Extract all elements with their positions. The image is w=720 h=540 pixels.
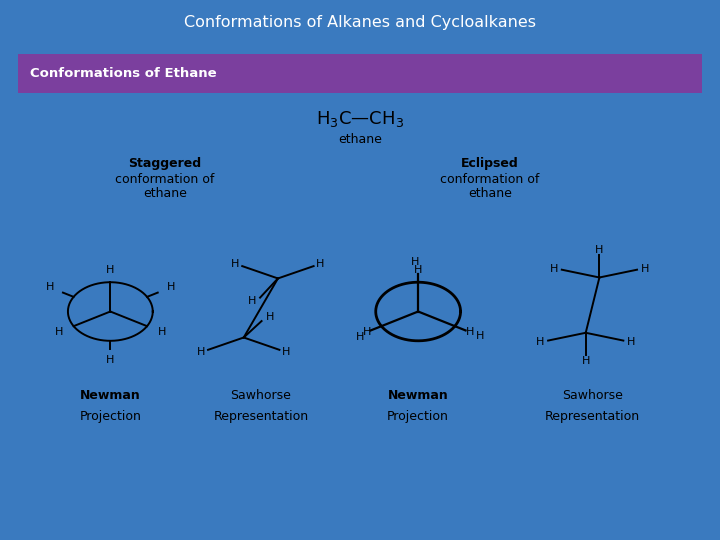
Text: Representation: Representation xyxy=(545,410,640,423)
Text: H: H xyxy=(356,333,364,342)
Text: Representation: Representation xyxy=(213,410,308,423)
Text: Sawhorse: Sawhorse xyxy=(230,389,292,402)
Text: H: H xyxy=(248,296,256,306)
Text: H: H xyxy=(582,355,590,366)
Text: H: H xyxy=(595,245,603,255)
Text: $\mathsf{H_3C}$—$\mathsf{CH_3}$: $\mathsf{H_3C}$—$\mathsf{CH_3}$ xyxy=(316,109,404,129)
Text: H: H xyxy=(282,347,290,357)
Text: H: H xyxy=(316,259,325,269)
Text: H: H xyxy=(266,312,274,322)
Text: Newman: Newman xyxy=(388,389,449,402)
Text: Conformations of Alkanes and Cycloalkanes: Conformations of Alkanes and Cycloalkane… xyxy=(184,16,536,30)
Text: ethane: ethane xyxy=(468,187,512,200)
Text: H: H xyxy=(466,327,474,337)
Text: H: H xyxy=(536,336,544,347)
Text: H: H xyxy=(410,258,419,267)
Text: conformation of: conformation of xyxy=(440,173,540,186)
Text: H: H xyxy=(475,331,484,341)
Text: H: H xyxy=(106,265,114,275)
Bar xyxy=(18,54,702,93)
Text: Conformations of Ethane: Conformations of Ethane xyxy=(30,67,217,80)
Text: H: H xyxy=(166,282,175,293)
Text: H: H xyxy=(55,327,63,337)
Text: H: H xyxy=(549,264,558,274)
Text: Staggered: Staggered xyxy=(128,157,202,171)
Text: H: H xyxy=(106,355,114,365)
Text: H: H xyxy=(46,282,54,293)
Text: Projection: Projection xyxy=(79,410,141,423)
Text: H: H xyxy=(627,336,636,347)
Text: H: H xyxy=(158,327,166,337)
Text: Newman: Newman xyxy=(80,389,140,402)
Text: H: H xyxy=(231,259,240,269)
Text: conformation of: conformation of xyxy=(115,173,215,186)
Text: ethane: ethane xyxy=(143,187,187,200)
Text: ethane: ethane xyxy=(338,133,382,146)
Text: H: H xyxy=(641,264,649,274)
Text: Eclipsed: Eclipsed xyxy=(461,157,519,171)
Text: H: H xyxy=(414,265,423,275)
Text: Sawhorse: Sawhorse xyxy=(562,389,623,402)
Text: H: H xyxy=(197,347,205,357)
Text: H: H xyxy=(362,327,371,337)
Text: Projection: Projection xyxy=(387,410,449,423)
